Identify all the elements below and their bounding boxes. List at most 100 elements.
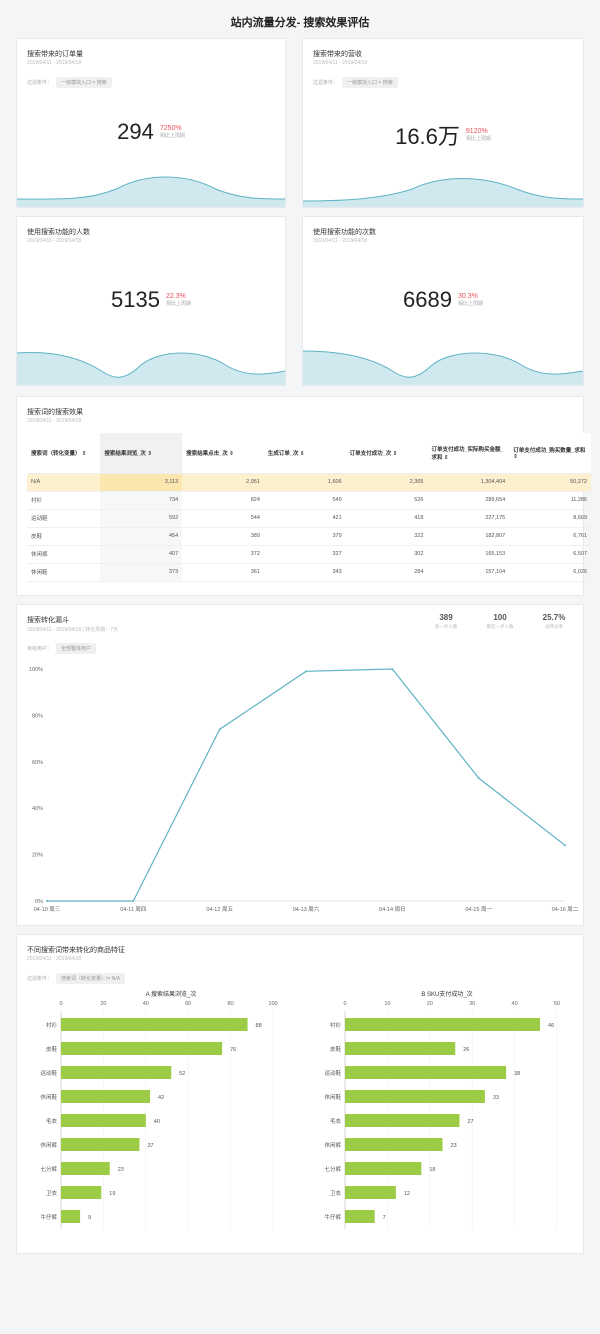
trend-sparkline [17,176,285,207]
table-cell: 6,507 [509,545,591,564]
funnel-line-chart: 0% 20% 40% 60% 80% 100% 04-10 周三 04-11 周四 04-12 … [29,667,579,913]
conversion-funnel-card: 搜索转化漏斗 2019/04/11 - 2019/04/18 | 转化周期：7天… [16,604,584,926]
column-header[interactable]: 搜索结果点击_次 ⇕ [182,433,264,474]
trend-sparkline [303,350,583,385]
data-point [477,777,480,780]
table-row[interactable]: 衬衫 734 824 549 526 289,654 11,286 [27,491,591,510]
table-cell: 2,951 [182,473,264,492]
stat-label: 第一步人数 [434,624,458,629]
x-tick-label: 100 [268,1001,277,1007]
table-row[interactable]: 休闲裤 407 372 327 302 165,153 6,507 [27,545,591,564]
data-point [46,900,48,902]
stat-value: 389 [439,613,453,622]
y-tick-label: 60% [32,760,43,766]
bar [345,1114,460,1127]
table-cell: 327 [263,545,346,564]
kpi-value: 294 [117,119,154,144]
table-row[interactable]: N/A 3,113 2,951 1,606 2,365 1,304,404 50… [27,473,591,492]
category-label: 皮鞋 [46,1045,58,1053]
table-cell: 526 [345,491,428,510]
filter-chip[interactable]: 一级模块入口 = 搜索 [56,77,112,88]
filter-chip[interactable]: 搜索词（转化变量）!= N/A [56,973,126,984]
bar-value-label: 38 [514,1071,520,1077]
table-cell: 824 [182,491,264,510]
x-tick-label: 60 [185,1001,191,1007]
bar [61,1042,223,1055]
table-cell: 8,669 [509,509,591,528]
column-header[interactable]: 搜索词（转化变量） ⇕ [27,433,101,474]
x-tick-label: 0 [59,1001,62,1007]
bar [61,1114,146,1127]
bar-value-label: 27 [467,1119,473,1125]
filter-chip[interactable]: 一级模块入口 = 搜索 [342,77,398,88]
column-header[interactable]: 搜索结果浏览_次 ⇕ [100,433,183,474]
kpi-delta: 7250% 相比上周期 [160,125,185,139]
table-cell: 418 [345,509,428,528]
filter-label: 过滤条件： [313,80,339,86]
bar-value-label: 46 [548,1023,554,1029]
table-row[interactable]: 休闲鞋 373 361 343 284 157,104 6,026 [27,563,591,582]
kpi-card-searches[interactable]: 使用搜索功能的次数 2019/04/11 - 2019/04/18 6689 3… [302,216,584,386]
page-title: 站内流量分发- 搜索效果评估 [230,17,370,29]
bar [61,1210,81,1223]
series-line [47,668,566,902]
kpi-value-group: 5135 22.3% 相比上周期 [17,287,285,313]
table-cell: 734 [100,491,183,510]
table-cell: 6,026 [509,563,591,582]
column-header[interactable]: 订单支付成功_实际购买金额_求和 ⇕ [427,433,510,474]
bar [345,1090,485,1103]
kpi-delta-value: 9120% [465,128,488,135]
filter-chip[interactable]: 全部整体用户 [56,643,97,654]
table-cell: 50,272 [509,473,591,492]
table-header-row: 搜索词（转化变量） ⇕ 搜索结果浏览_次 ⇕ 搜索结果点击_次 ⇕ 生成订单_次… [27,433,591,474]
bar [345,1186,396,1199]
kpi-delta: 9120% 相比上周期 [466,128,491,142]
stat-label: 总转化率 [545,624,563,629]
bar-value-label: 12 [404,1191,410,1197]
table-row[interactable]: 皮鞋 454 389 379 322 182,807 6,761 [27,527,591,546]
kpi-delta-note: 相比上周期 [159,133,185,139]
table-row[interactable]: 运动鞋 592 544 421 418 227,175 8,669 [27,509,591,528]
trend-sparkline [303,178,583,207]
bar-value-label: 7 [383,1215,386,1221]
filter-label: 目标用户： [27,646,53,652]
table-cell: 389 [182,527,264,546]
kpi-delta: 22.3% 相比上周期 [166,293,191,307]
table-cell: 421 [263,509,346,528]
data-point [305,670,307,673]
x-tick-label: 20 [427,1001,433,1007]
kpi-value: 5135 [111,287,160,312]
table-cell: 227,175 [427,509,510,528]
column-header[interactable]: 订单支付成功_次 ⇕ [345,433,428,474]
bar [345,1018,541,1031]
table-cell: 2,365 [345,473,428,492]
bar-value-label: 19 [109,1191,115,1197]
card-date: 2019/04/11 - 2019/04/18 [313,60,368,66]
card-date: 2019/04/11 - 2019/04/18 [27,60,82,66]
table-cell: 302 [345,545,428,564]
table-cell: 休闲鞋 [27,563,101,582]
stat-label: 最后一步人数 [486,624,514,629]
filter-label: 过滤条件： [27,976,53,982]
bar [345,1042,456,1055]
data-point [564,844,566,847]
kpi-value: 6689 [403,287,452,312]
table-cell: 361 [182,563,264,582]
kpi-card-revenue[interactable]: 搜索带来的营收 2019/04/11 - 2019/04/18 过滤条件： 一级… [302,38,584,208]
kpi-card-orders[interactable]: 搜索带来的订单量 2019/04/11 - 2019/04/18 过滤条件： 一… [16,38,286,208]
kpi-delta-value: 30.3% [457,293,478,300]
bar [61,1090,151,1103]
column-header[interactable]: 订单支付成功_购买数量_求和 ⇕ [509,433,591,474]
table-cell: 165,153 [427,545,510,564]
table-cell: 289,654 [427,491,510,510]
table-cell: 皮鞋 [27,527,101,546]
chart-a-title: A 搜索结果浏览_次 [145,992,197,998]
column-header[interactable]: 生成订单_次 ⇕ [263,433,346,474]
filter-row: 过滤条件： 一级模块入口 = 搜索 [313,77,398,88]
card-date: 2019/04/11 - 2019/04/18 [27,238,82,244]
x-tick-label: 40 [512,1001,518,1007]
data-point [218,728,221,731]
kpi-card-users[interactable]: 使用搜索功能的人数 2019/04/11 - 2019/04/18 5135 2… [16,216,286,386]
table-cell: 运动鞋 [27,509,101,528]
card-title: 搜索带来的订单量 [27,51,83,58]
